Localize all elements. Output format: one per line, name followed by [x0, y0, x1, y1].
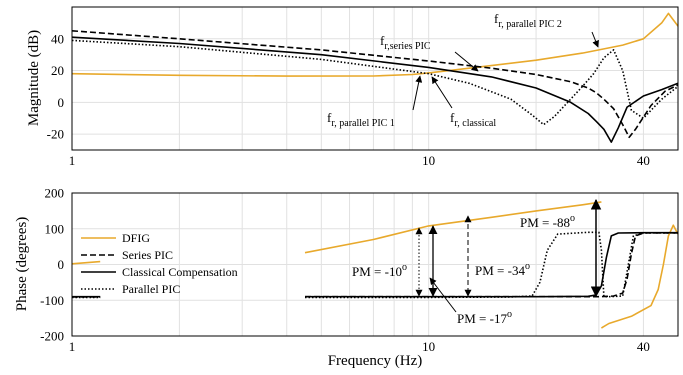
svg-text:fr, parallel PIC 2: fr, parallel PIC 2	[494, 11, 562, 30]
fr-classical-sub: r, classical	[454, 118, 496, 129]
magnitude-xtick-label: 40	[637, 153, 650, 168]
magnitude-xtick-label: 10	[422, 153, 435, 168]
magnitude-series-parallel-pic	[71, 39, 679, 126]
phase-series-dfig	[600, 224, 679, 329]
fr-series-main: f	[380, 33, 385, 48]
fr-classical-arrow	[431, 76, 453, 109]
phase-series-dfig	[304, 201, 602, 254]
magnitude-series	[71, 12, 679, 143]
fr-parallel-pic2-annotation: fr, parallel PIC 2	[494, 11, 599, 48]
phase-ytick-label: 0	[58, 257, 65, 272]
svg-text:fr, classical: fr, classical	[450, 110, 496, 129]
legend-item-parallel-pic: Parallel PIC	[81, 282, 180, 296]
magnitude-ylabel: Magnitude (dB)	[26, 30, 42, 126]
fr-series-sub: r,series PIC	[384, 41, 431, 52]
magnitude-ytick-label: 40	[51, 31, 64, 46]
svg-text:fr,series PIC: fr,series PIC	[380, 33, 431, 52]
legend-item-classical: Classical Compensation	[81, 265, 238, 279]
fr-classical-main: f	[450, 110, 455, 125]
phase-ylabel: Phase (degrees)	[14, 217, 30, 312]
phase-ytick-label: 200	[45, 186, 65, 201]
pm-pointer-17	[429, 277, 457, 313]
fr-series-arrow	[454, 51, 479, 72]
pm-34-label: PM = -34o	[475, 261, 530, 278]
phase-ytick-label: -200	[40, 329, 64, 344]
fr-parallel1-main: f	[327, 110, 332, 125]
legend-item-series-pic: Series PIC	[81, 248, 173, 262]
fr-parallel2-sub: r, parallel PIC 2	[498, 19, 561, 30]
magnitude-xtick-label: 1	[69, 153, 76, 168]
phase-frame	[71, 192, 679, 337]
pm-arrows	[415, 198, 602, 313]
phase-panel: -200 -100 0 100 200 1 10 40 Phase (degrees) Fre…	[14, 186, 679, 369]
fr-parallel2-main: f	[494, 11, 499, 26]
legend: DFIG Series PIC Classical Compensation P…	[81, 231, 238, 296]
phase-ticks: -200 -100 0 100 200 1 10 40	[40, 186, 650, 355]
phase-series-series-pic	[305, 232, 678, 298]
phase-xtick-label: 10	[422, 339, 435, 354]
magnitude-frame	[71, 6, 679, 151]
legend-label-parallel-pic: Parallel PIC	[122, 282, 180, 296]
fr-parallel1-sub: r, parallel PIC 1	[331, 118, 394, 129]
phase-ytick-label: -100	[40, 293, 64, 308]
frequency-xlabel: Frequency (Hz)	[328, 353, 423, 369]
pm-10-label: PM = -10o	[352, 262, 407, 279]
pm-88-label: PM = -88o	[520, 213, 575, 230]
magnitude-plot-area	[72, 7, 678, 150]
fr-series-pic-annotation: fr,series PIC	[380, 33, 479, 72]
magnitude-ytick-label: 20	[51, 63, 64, 78]
magnitude-series-classical-compensation	[71, 36, 679, 143]
fr-parallel-pic1-annotation: fr, parallel PIC 1	[327, 75, 423, 129]
legend-label-dfig: DFIG	[122, 231, 150, 245]
magnitude-ticks: -20 0 20 40 1 10 40	[47, 31, 650, 168]
phase-xtick-label: 1	[69, 339, 76, 354]
magnitude-series-series-pic	[71, 30, 679, 139]
fr-parallel1-arrow	[412, 75, 423, 111]
svg-text:fr, parallel PIC 1: fr, parallel PIC 1	[327, 110, 395, 129]
phase-series-dfig	[71, 260, 101, 265]
phase-series-classical-compensation	[305, 231, 678, 298]
magnitude-ytick-label: 0	[58, 95, 65, 110]
pm-17-label: PM = -17o	[457, 309, 512, 326]
magnitude-ytick-label: -20	[47, 127, 64, 142]
magnitude-series-dfig	[71, 12, 679, 77]
legend-label-classical: Classical Compensation	[122, 265, 238, 279]
fr-classical-annotation: fr, classical	[431, 76, 496, 129]
legend-item-dfig: DFIG	[81, 231, 150, 245]
legend-label-series-pic: Series PIC	[122, 248, 173, 262]
phase-xtick-label: 40	[637, 339, 650, 354]
phase-ytick-label: 100	[45, 221, 65, 236]
fr-parallel2-arrow	[591, 31, 599, 48]
